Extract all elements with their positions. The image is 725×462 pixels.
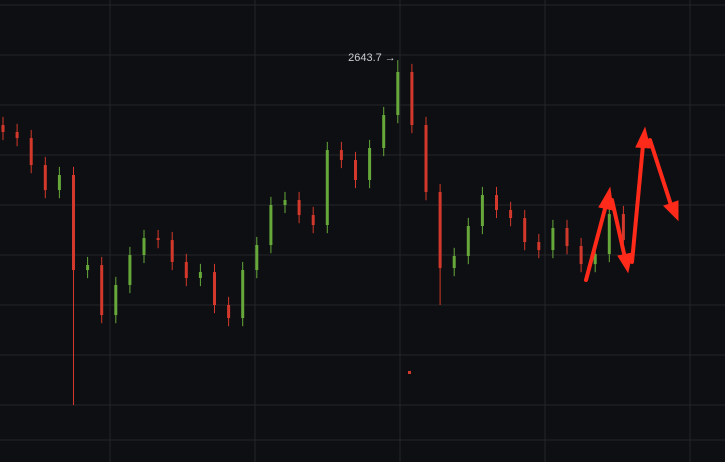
candle-body — [43, 165, 47, 191]
candle-body — [579, 246, 583, 265]
high-annotation: 2643.7 → — [348, 52, 396, 64]
candle-body — [339, 150, 343, 160]
drawn-arrows — [584, 126, 679, 282]
candle-body — [213, 272, 216, 306]
candle-body — [551, 228, 555, 251]
candle-body — [297, 200, 301, 216]
arrow-head — [635, 126, 651, 149]
candle-body — [156, 238, 160, 241]
candle-body — [354, 159, 357, 180]
candle-body — [100, 265, 104, 316]
candle-body — [466, 226, 470, 257]
candle-body — [57, 175, 61, 191]
candle-body — [607, 214, 611, 255]
candle-body — [86, 265, 90, 271]
arrow-head — [663, 200, 679, 222]
candle-body — [128, 255, 132, 285]
candle-body — [283, 200, 287, 206]
candle-body — [509, 209, 513, 219]
candle-body — [438, 192, 442, 269]
arrow-line — [630, 143, 645, 264]
candle-body — [325, 150, 329, 226]
candle-body — [368, 148, 372, 180]
dot — [408, 371, 411, 374]
candle-body — [452, 256, 456, 269]
candle-body — [1, 125, 5, 132]
candle-body — [241, 270, 245, 319]
candle-body — [593, 254, 597, 265]
candles — [1, 60, 625, 406]
candle-body — [227, 305, 231, 319]
candle-body — [255, 245, 259, 271]
candle-body — [621, 214, 625, 241]
arrow-head — [617, 252, 633, 274]
arrow-line — [610, 198, 627, 260]
candle-body — [382, 115, 386, 149]
candle-body — [170, 240, 174, 262]
candle-body — [269, 205, 273, 246]
candle-body — [72, 175, 75, 271]
candle-body — [396, 72, 400, 116]
candle-body — [495, 195, 498, 210]
candle-body — [410, 72, 414, 126]
candle-body — [114, 284, 118, 316]
candle-body — [480, 195, 484, 227]
candle-body — [311, 215, 315, 226]
candle-body — [523, 218, 527, 243]
candle-body — [537, 242, 541, 251]
arrow-line — [648, 138, 673, 207]
candle-body — [142, 238, 146, 256]
candle-body — [15, 131, 19, 139]
candle-body — [29, 138, 33, 166]
candle-body — [565, 228, 569, 247]
candle-body — [184, 261, 188, 279]
arrow-line — [584, 203, 608, 282]
candle-body — [424, 125, 428, 193]
candle-body — [198, 272, 202, 279]
